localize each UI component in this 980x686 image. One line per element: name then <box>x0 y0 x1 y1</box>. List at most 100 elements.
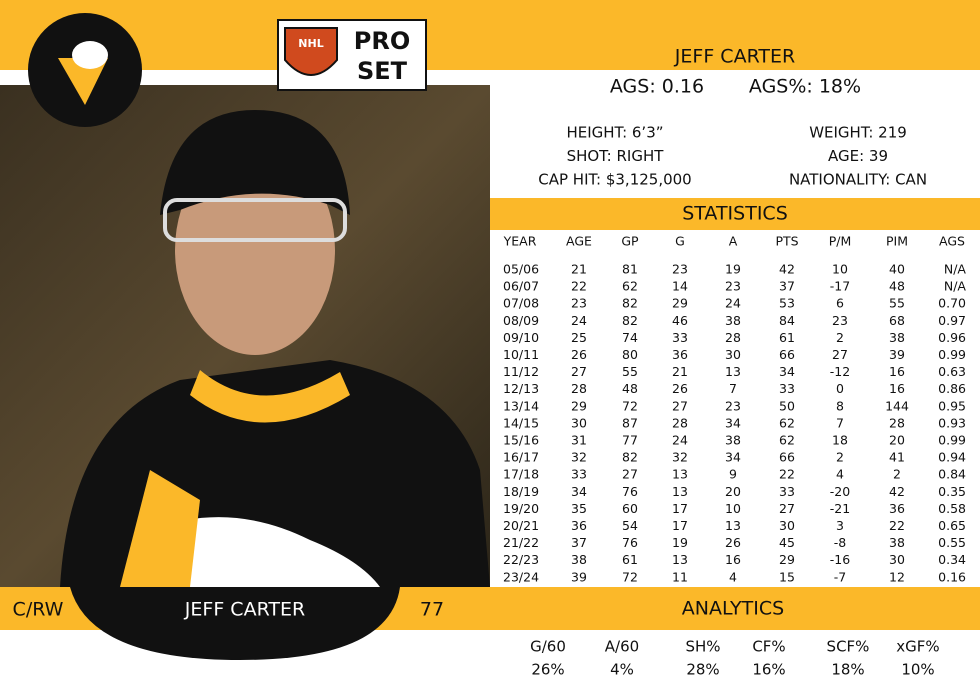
stat-cell: 0.35 <box>938 484 966 499</box>
stat-cell: 08/09 <box>503 313 539 328</box>
stat-cell: 12/13 <box>503 381 539 396</box>
stat-cell: 20/21 <box>503 518 539 533</box>
stat-cell: 05/06 <box>503 262 539 277</box>
stat-cell: 0.86 <box>938 381 966 396</box>
stat-cell: 2 <box>893 467 901 482</box>
stat-cell: 66 <box>779 347 795 362</box>
stat-cell: 87 <box>622 415 638 430</box>
stat-cell: -8 <box>834 535 847 550</box>
logo-pro: PRO <box>354 27 410 55</box>
column-header: G <box>675 234 685 249</box>
stat-cell: 16 <box>725 552 741 567</box>
stat-cell: 26 <box>672 381 688 396</box>
ags-pct: AGS%: 18% <box>749 76 861 98</box>
stat-cell: 36 <box>571 518 587 533</box>
stat-cell: 24 <box>725 296 741 311</box>
stat-cell: 0.97 <box>938 313 966 328</box>
info-left: HEIGHT: 6’3” <box>566 124 663 142</box>
stat-cell: 10 <box>832 262 848 277</box>
info-panel <box>490 70 980 587</box>
stat-cell: 23 <box>672 262 688 277</box>
stat-cell: 62 <box>622 279 638 294</box>
stat-cell: 61 <box>779 330 795 345</box>
stat-cell: 34 <box>571 484 587 499</box>
stat-cell: 29 <box>779 552 795 567</box>
stat-cell: 27 <box>832 347 848 362</box>
stat-cell: 55 <box>622 364 638 379</box>
stat-cell: 3 <box>836 518 844 533</box>
stat-cell: 10 <box>725 501 741 516</box>
stat-cell: 38 <box>725 433 741 448</box>
stat-cell: 27 <box>571 364 587 379</box>
stat-cell: 54 <box>622 518 638 533</box>
stat-cell: 15 <box>779 569 795 584</box>
analytics-label: G/60 <box>530 638 566 656</box>
stat-cell: 62 <box>779 415 795 430</box>
stat-cell: 33 <box>672 330 688 345</box>
stat-cell: 24 <box>571 313 587 328</box>
stat-cell: 28 <box>672 415 688 430</box>
stat-cell: 33 <box>779 484 795 499</box>
stat-cell: -17 <box>830 279 850 294</box>
stat-cell: 0.63 <box>938 364 966 379</box>
stat-cell: 19 <box>725 262 741 277</box>
stat-cell: 61 <box>622 552 638 567</box>
stat-cell: 34 <box>725 415 741 430</box>
stat-cell: 19 <box>672 535 688 550</box>
stat-cell: 24 <box>672 433 688 448</box>
stat-cell: 33 <box>571 467 587 482</box>
stat-cell: 55 <box>889 296 905 311</box>
stat-cell: 11 <box>672 569 688 584</box>
stat-cell: 37 <box>571 535 587 550</box>
footer-name: JEFF CARTER <box>184 599 305 621</box>
stat-cell: 30 <box>889 552 905 567</box>
stat-cell: 28 <box>571 381 587 396</box>
stat-cell: 72 <box>622 398 638 413</box>
stat-cell: 0.99 <box>938 433 966 448</box>
stat-cell: N/A <box>944 279 967 294</box>
statistics-band <box>490 198 980 230</box>
stat-cell: 13 <box>672 552 688 567</box>
proset-logo: NHL PRO SET <box>277 19 427 91</box>
stat-cell: 2 <box>836 450 844 465</box>
stat-cell: 8 <box>836 398 844 413</box>
analytics-value: 18% <box>831 661 864 679</box>
analytics-value: 10% <box>901 661 934 679</box>
stat-cell: 34 <box>725 450 741 465</box>
stat-cell: 29 <box>571 398 587 413</box>
stat-cell: 80 <box>622 347 638 362</box>
stat-cell: 82 <box>622 313 638 328</box>
team-logo <box>28 13 142 127</box>
stat-cell: 20 <box>725 484 741 499</box>
stat-cell: 46 <box>672 313 688 328</box>
stat-cell: 26 <box>725 535 741 550</box>
stat-cell: 26 <box>571 347 587 362</box>
stat-cell: 0.95 <box>938 398 966 413</box>
stat-cell: 60 <box>622 501 638 516</box>
stat-cell: 81 <box>622 262 638 277</box>
stat-cell: 53 <box>779 296 795 311</box>
stat-cell: 38 <box>571 552 587 567</box>
stat-cell: 7 <box>836 415 844 430</box>
analytics-label: SH% <box>685 638 720 656</box>
info-right: WEIGHT: 219 <box>809 124 907 142</box>
stat-cell: 20 <box>889 433 905 448</box>
stat-cell: 48 <box>622 381 638 396</box>
stat-cell: 17/18 <box>503 467 539 482</box>
stat-cell: 22/23 <box>503 552 539 567</box>
stat-cell: 50 <box>779 398 795 413</box>
stat-cell: 28 <box>889 415 905 430</box>
stat-cell: 32 <box>571 450 587 465</box>
stat-cell: 40 <box>889 262 905 277</box>
stat-cell: 16 <box>889 364 905 379</box>
stat-cell: 0.84 <box>938 467 966 482</box>
analytics-label: CF% <box>752 638 785 656</box>
stat-cell: 42 <box>779 262 795 277</box>
stat-cell: 4 <box>836 467 844 482</box>
analytics-value: 28% <box>686 661 719 679</box>
column-header: YEAR <box>503 234 537 249</box>
stat-cell: 0.55 <box>938 535 966 550</box>
stat-cell: 23 <box>725 398 741 413</box>
stat-cell: 0.34 <box>938 552 966 567</box>
